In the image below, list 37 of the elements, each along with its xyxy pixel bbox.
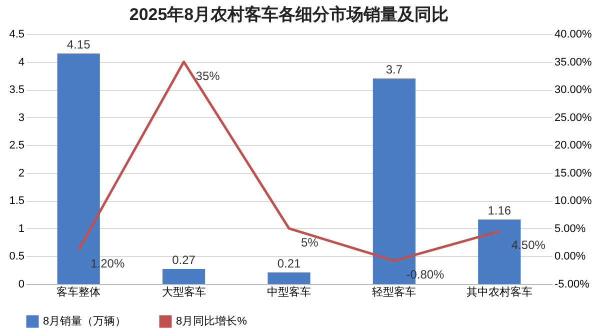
y-tick-label: 3.5 <box>9 84 24 96</box>
y-tick-label: 0.5 <box>9 250 24 263</box>
y2-tick-label: 5.00% <box>554 222 586 235</box>
data-label: 1.16 <box>488 204 512 218</box>
bar <box>162 269 206 284</box>
y2-tick-label: 20.00% <box>554 140 592 152</box>
data-label: 35% <box>196 68 220 83</box>
y2-tick-label: -5.00% <box>554 278 590 290</box>
legend-label: 8月销量（万辆） <box>43 316 126 328</box>
y-tick-label: 4.5 <box>9 28 24 40</box>
y2-tick-label: 35.00% <box>554 56 592 68</box>
y2-tick-label: 0.00% <box>554 250 586 263</box>
y2-tick-label: 25.00% <box>554 112 592 124</box>
data-label: 0.27 <box>172 253 196 267</box>
data-label: 0.21 <box>277 256 301 270</box>
y2-tick-label: 15.00% <box>554 167 592 180</box>
x-tick-label: 大型客车 <box>162 286 206 298</box>
chart-title: 2025年8月农村客车各细分市场销量及同比 <box>129 5 449 24</box>
y-tick-label: 2 <box>18 167 24 180</box>
x-tick-label: 中型客车 <box>267 286 311 298</box>
y-tick-label: 0 <box>18 278 24 290</box>
y-tick-label: 3 <box>18 112 24 124</box>
y2-tick-label: 10.00% <box>554 195 592 208</box>
x-tick-label: 轻型客车 <box>372 286 416 298</box>
y-tick-label: 1.5 <box>9 195 24 208</box>
y2-tick-label: 40.00% <box>554 28 592 40</box>
x-tick-label: 其中农村客车 <box>466 286 532 298</box>
y-tick-label: 1 <box>18 222 24 235</box>
data-label: 3.7 <box>386 62 403 76</box>
y-tick-label: 4 <box>18 56 24 68</box>
data-label: 4.15 <box>66 37 91 52</box>
data-label: 5% <box>301 235 319 250</box>
y-tick-label: 2.5 <box>9 140 24 152</box>
bar <box>268 272 310 284</box>
x-tick-label: 客车整体 <box>56 286 101 298</box>
y2-tick-label: 30.00% <box>554 84 592 96</box>
legend-label: 8月同比增长% <box>176 314 248 328</box>
